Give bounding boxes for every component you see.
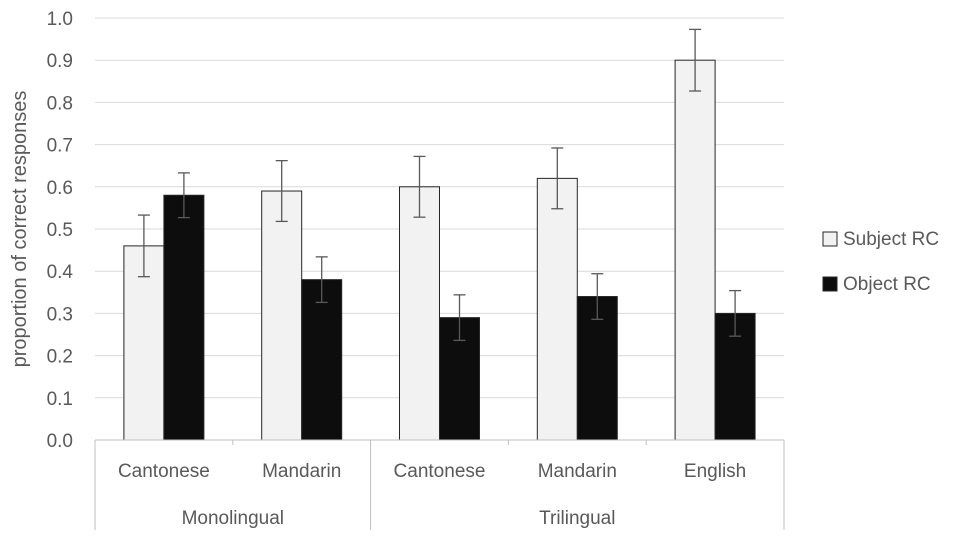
y-tick-label: 1.0 — [47, 9, 73, 30]
legend-label-object-rc: Object RC — [843, 274, 931, 295]
bar-subject-rc — [674, 59, 716, 441]
bar-subject-rc — [399, 186, 440, 441]
x-axis — [94, 439, 785, 530]
bar-subject-rc — [261, 190, 303, 441]
y-tick-label: 0.2 — [47, 347, 73, 368]
legend-swatch-object-rc — [822, 276, 838, 292]
y-tick-label: 0.9 — [47, 51, 73, 72]
category-label: English — [684, 461, 746, 482]
y-tick-label: 0.5 — [47, 220, 73, 241]
error-bars — [137, 28, 742, 342]
bars — [123, 59, 756, 441]
legend-swatch-subject-rc — [822, 231, 838, 247]
bar-subject-rc — [536, 177, 578, 441]
y-tick-label: 0.1 — [47, 389, 73, 410]
category-label: Mandarin — [538, 461, 617, 482]
y-tick-labels: 0.0 0.1 0.2 0.3 0.4 0.5 0.6 0.7 0.8 0.9 1.0 — [47, 9, 74, 452]
legend: Subject RC Object RC — [822, 229, 939, 295]
group-label: Trilingual — [539, 508, 615, 529]
y-tick-label: 0.4 — [47, 262, 74, 283]
category-labels: Cantonese Mandarin Cantonese Mandarin Englis… — [118, 461, 746, 529]
category-label: Cantonese — [118, 461, 210, 482]
legend-label-subject-rc: Subject RC — [843, 229, 939, 250]
group-label: Monolingual — [182, 508, 284, 529]
category-label: Mandarin — [262, 461, 341, 482]
y-tick-label: 0.6 — [47, 178, 73, 199]
y-tick-label: 0.8 — [47, 93, 73, 114]
y-tick-label: 0.3 — [47, 304, 73, 325]
y-tick-label: 0.0 — [47, 431, 73, 452]
y-axis-title: proportion of correct responses — [9, 91, 31, 368]
y-tick-label: 0.7 — [47, 136, 73, 157]
bar-object-rc — [163, 194, 205, 441]
bar-object-rc — [301, 279, 343, 441]
category-label: Cantonese — [394, 461, 486, 482]
